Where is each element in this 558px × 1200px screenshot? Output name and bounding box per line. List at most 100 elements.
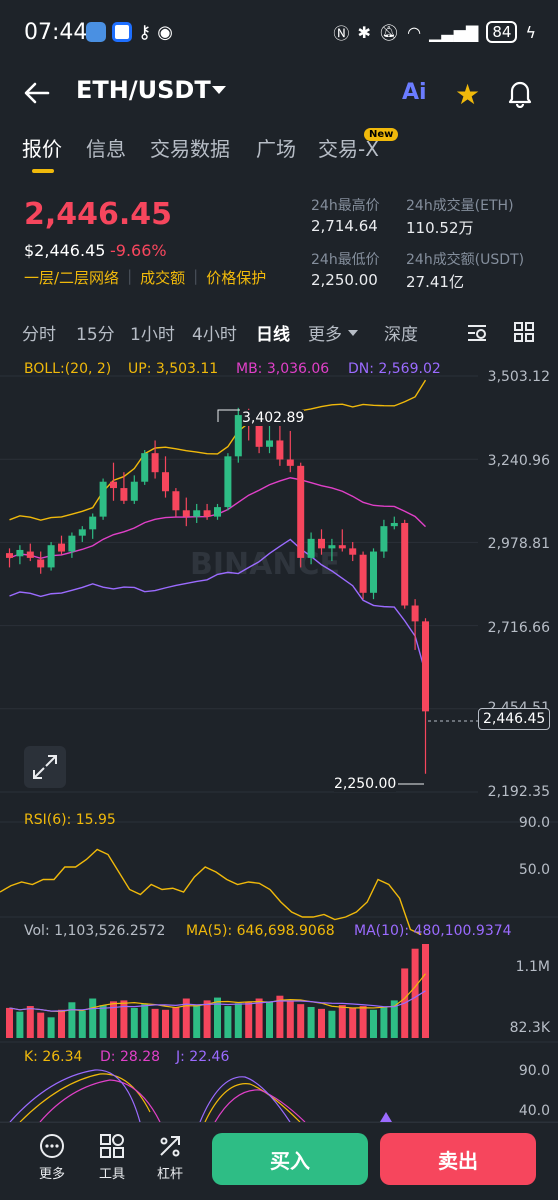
boll-legend-label: BOLL:(20, 2) <box>24 361 112 377</box>
grid-layout-icon[interactable] <box>514 322 534 342</box>
interval-depth[interactable]: 深度 <box>384 325 418 345</box>
kdj-k-legend: K: 26.34 <box>24 1049 83 1065</box>
tag-link-turnover[interactable]: 成交额 <box>140 269 186 287</box>
high-annotation-line <box>217 409 240 422</box>
price-summary: 2,446.45 $2,446.45 -9.66% 一层/二层网络 | 成交额 … <box>0 185 558 295</box>
kline-chart[interactable]: BINANCE <box>0 352 558 1122</box>
header: ETH/USDT Ai ★ <box>0 68 558 118</box>
wifi-icon: ◠ <box>407 22 422 42</box>
trading-pair-title[interactable]: ETH/USDT <box>76 76 211 104</box>
volume-bar <box>359 1006 367 1038</box>
status-app-icons: ⚷ ◉ <box>86 22 173 43</box>
system-icons: Ⓝ ✱ 🔕︎ ◠ ▁▃▅▇ 84 ϟ <box>333 20 536 44</box>
bluetooth-icon: ✱ <box>357 22 371 42</box>
candle-body <box>141 453 149 482</box>
low-price-annotation: 2,250.00 <box>334 776 397 792</box>
tools-button[interactable]: 工具 <box>92 1133 132 1182</box>
tag-separator: | <box>193 267 199 285</box>
candle-body <box>182 510 190 517</box>
candle-body <box>380 526 388 552</box>
vol-ma5-legend: MA(5): 646,698.9068 <box>186 923 335 939</box>
price-axis-label: 3,503.12 <box>487 369 550 385</box>
vol-axis-label: 82.3K <box>509 1020 550 1036</box>
tab-trading-data[interactable]: 交易数据 <box>150 137 230 161</box>
indicator-settings-icon[interactable] <box>466 322 488 344</box>
volume-bar <box>224 1006 232 1038</box>
kdj-k-line <box>19 1073 151 1122</box>
stat-vol-eth-label: 24h成交量(ETH) <box>406 198 514 214</box>
tab-square[interactable]: 广场 <box>256 137 296 161</box>
interval-1h[interactable]: 1小时 <box>130 325 175 345</box>
sell-button[interactable]: 卖出 <box>380 1133 536 1185</box>
key-icon: ⚷ <box>138 22 152 43</box>
interval-15m[interactable]: 15分 <box>76 325 115 345</box>
candle-body <box>359 554 367 593</box>
tab-info[interactable]: 信息 <box>86 137 126 161</box>
price-change: -9.66% <box>110 241 167 260</box>
kdj-j-legend: J: 22.46 <box>176 1049 230 1065</box>
volume-bar <box>141 1004 149 1038</box>
volume-bar <box>276 995 284 1038</box>
interval-more[interactable]: 更多 <box>308 325 342 345</box>
chart-area[interactable]: BINANCE BOLL:(20, 2) UP: 3,503.11 MB: 3,… <box>0 352 558 1122</box>
tab-quote[interactable]: 报价 <box>22 137 62 161</box>
kdj-d-legend: D: 28.28 <box>100 1049 161 1065</box>
active-tab-indicator <box>32 169 54 173</box>
interval-bar: 分时 15分 1小时 4小时 日线 更多 深度 <box>0 312 558 352</box>
candle-body <box>390 522 398 527</box>
expand-icon <box>33 755 57 779</box>
candle-body <box>89 516 97 530</box>
volume-bar <box>286 1000 294 1038</box>
candle-body <box>6 553 13 558</box>
more-button[interactable]: 更多 <box>32 1133 72 1182</box>
price-axis-label: 3,240.96 <box>487 453 550 469</box>
volume-bar <box>349 1007 357 1038</box>
volume-bar <box>245 1002 253 1038</box>
favorite-star-icon[interactable]: ★ <box>455 78 481 111</box>
candle-body <box>99 481 107 517</box>
vol-axis-label: 1.1M <box>515 959 550 975</box>
tag-separator: | <box>127 267 133 285</box>
volume-bar <box>47 1017 55 1038</box>
kdj-j-line <box>9 1069 141 1122</box>
boll-legend-up: UP: 3,503.11 <box>128 361 219 377</box>
volume-bar <box>130 1007 138 1038</box>
tag-link-price-protection[interactable]: 价格保护 <box>206 269 267 287</box>
volume-bar <box>307 1006 315 1038</box>
last-price: 2,446.45 <box>24 197 173 232</box>
boll-up-line <box>9 379 427 521</box>
volume-bar <box>89 998 97 1038</box>
leverage-icon <box>160 1136 180 1157</box>
candle-body <box>193 510 201 517</box>
usd-price: $2,446.45 <box>24 241 106 260</box>
price-axis-label: 2,716.66 <box>487 620 550 636</box>
candle-body <box>401 522 409 606</box>
volume-bar <box>172 1006 180 1038</box>
candle-body <box>411 605 419 622</box>
ai-assistant-button[interactable]: Ai <box>402 80 427 105</box>
vol-ma10-line <box>9 990 426 1012</box>
candle-body <box>151 453 159 473</box>
tab-trade-x[interactable]: 交易-X <box>318 137 379 161</box>
last-price-tag: 2,446.45 <box>478 708 551 730</box>
leverage-button[interactable]: 杠杆 <box>150 1133 190 1182</box>
buy-button[interactable]: 买入 <box>212 1133 368 1185</box>
interval-4h[interactable]: 4小时 <box>192 325 237 345</box>
bell-icon[interactable] <box>506 78 534 108</box>
volume-bar <box>338 1005 346 1038</box>
candle-body <box>286 459 294 466</box>
volume-bar <box>182 998 190 1038</box>
interval-timeshare[interactable]: 分时 <box>22 325 56 345</box>
bottom-action-bar: 更多 工具 杠杆 买入 卖出 <box>0 1122 558 1200</box>
fullscreen-button[interactable] <box>24 746 66 788</box>
tools-icon <box>100 1134 124 1158</box>
stat-high-value: 2,714.64 <box>311 217 378 235</box>
rsi-axis-label: 90.0 <box>518 815 550 831</box>
back-arrow-icon[interactable] <box>22 78 52 108</box>
tag-link-layer[interactable]: 一层/二层网络 <box>24 269 120 287</box>
chevron-down-icon[interactable] <box>348 330 358 336</box>
candle-body <box>47 545 55 568</box>
candle-body <box>37 559 45 568</box>
interval-1d[interactable]: 日线 <box>256 325 290 345</box>
chevron-down-icon[interactable] <box>212 86 226 94</box>
